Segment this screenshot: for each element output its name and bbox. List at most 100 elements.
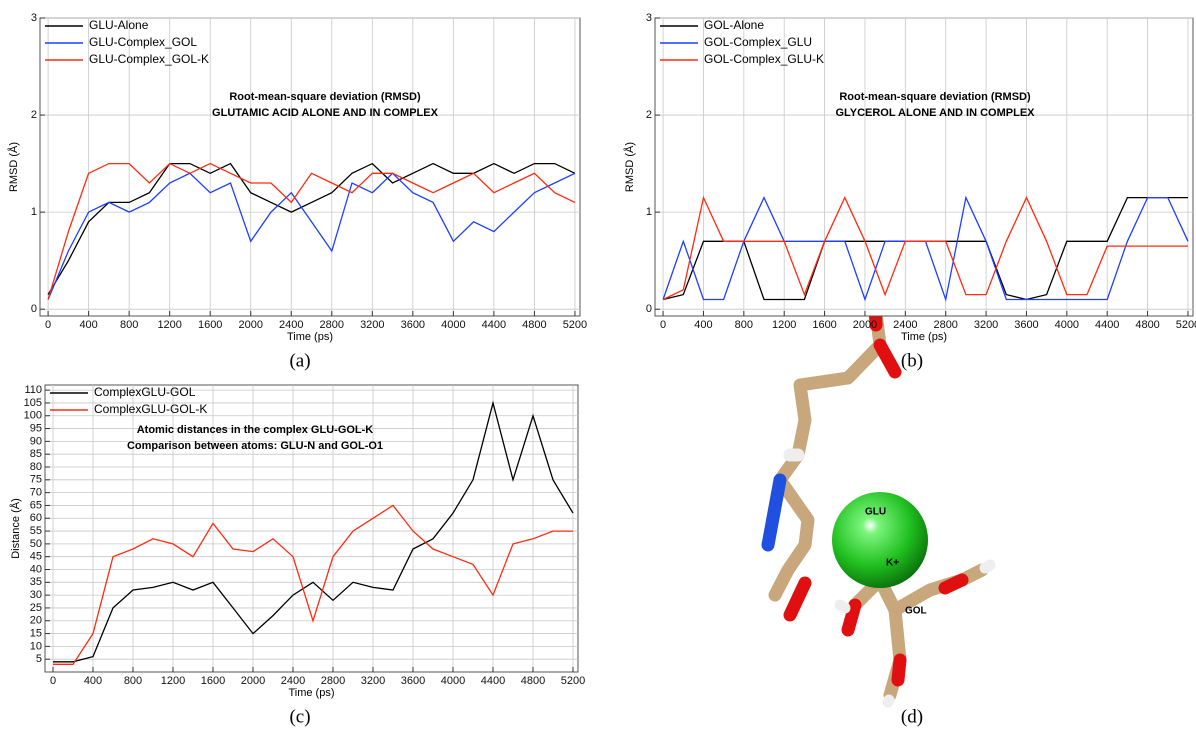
x-tick-label: 3600 bbox=[1014, 319, 1038, 331]
y-tick-label: 95 bbox=[30, 422, 42, 434]
chart-subtitle: GLYCEROL ALONE AND IN COMPLEX bbox=[835, 107, 1035, 119]
y-axis-label: RMSD (Å) bbox=[7, 142, 20, 192]
y-tick-label: 75 bbox=[30, 474, 42, 486]
y-tick-label: 50 bbox=[30, 538, 42, 550]
figure: GLU K+ GOL (d) 0123040080012001600200024… bbox=[0, 0, 1196, 731]
chart-subtitle: Comparison between atoms: GLU-N and GOL-… bbox=[127, 440, 383, 452]
atom-label: GLU bbox=[865, 507, 886, 518]
y-tick-label: 0 bbox=[646, 303, 652, 315]
panel-label: (c) bbox=[289, 706, 310, 727]
y-tick-label: 3 bbox=[646, 12, 652, 24]
x-tick-label: 5200 bbox=[1176, 319, 1196, 331]
x-tick-label: 3200 bbox=[361, 675, 385, 687]
y-tick-label: 1 bbox=[31, 206, 37, 218]
x-tick-label: 400 bbox=[79, 319, 97, 331]
x-tick-label: 1200 bbox=[161, 675, 185, 687]
x-tick-label: 2000 bbox=[853, 319, 877, 331]
x-tick-label: 3600 bbox=[401, 319, 425, 331]
atom-label: K+ bbox=[886, 558, 899, 569]
y-tick-label: 80 bbox=[30, 461, 42, 473]
x-tick-label: 800 bbox=[124, 675, 142, 687]
x-tick-label: 5200 bbox=[561, 675, 585, 687]
panel-label: (a) bbox=[289, 350, 310, 371]
x-tick-label: 4400 bbox=[1095, 319, 1119, 331]
legend-label: GOL-Complex_GLU bbox=[704, 35, 812, 49]
y-tick-label: 0 bbox=[31, 303, 37, 315]
chart-subtitle: GLUTAMIC ACID ALONE AND IN COMPLEX bbox=[212, 107, 439, 119]
y-tick-label: 10 bbox=[30, 640, 42, 652]
x-tick-label: 800 bbox=[120, 319, 138, 331]
x-tick-label: 3200 bbox=[974, 319, 998, 331]
x-tick-label: 2800 bbox=[320, 319, 344, 331]
legend-label: GOL-Alone bbox=[704, 18, 764, 32]
y-tick-label: 90 bbox=[30, 435, 42, 447]
x-tick-label: 0 bbox=[50, 675, 56, 687]
x-axis-label: Time (ps) bbox=[288, 687, 334, 699]
y-tick-label: 30 bbox=[30, 589, 42, 601]
y-tick-label: 60 bbox=[30, 512, 42, 524]
x-tick-label: 1600 bbox=[812, 319, 836, 331]
y-tick-label: 20 bbox=[30, 615, 42, 627]
y-tick-label: 40 bbox=[30, 563, 42, 575]
legend-label: ComplexGLU-GOL-K bbox=[94, 402, 207, 416]
y-tick-label: 15 bbox=[30, 627, 42, 639]
legend-label: ComplexGLU-GOL bbox=[94, 385, 196, 399]
legend-label: GLU-Alone bbox=[89, 18, 149, 32]
x-tick-label: 1200 bbox=[157, 319, 181, 331]
y-tick-label: 55 bbox=[30, 525, 42, 537]
x-axis-label: Time (ps) bbox=[901, 331, 947, 343]
y-tick-label: 65 bbox=[30, 499, 42, 511]
y-tick-label: 25 bbox=[30, 602, 42, 614]
x-tick-label: 4000 bbox=[1055, 319, 1079, 331]
atom-label: GOL bbox=[905, 606, 927, 617]
y-tick-label: 35 bbox=[30, 576, 42, 588]
y-tick-label: 100 bbox=[24, 410, 42, 422]
x-tick-label: 2800 bbox=[321, 675, 345, 687]
legend-label: GLU-Complex_GOL bbox=[89, 35, 197, 49]
x-tick-label: 3200 bbox=[360, 319, 384, 331]
x-tick-label: 4400 bbox=[482, 319, 506, 331]
y-axis-label: Distance (Å) bbox=[9, 498, 22, 559]
x-tick-label: 1600 bbox=[198, 319, 222, 331]
x-tick-label: 4000 bbox=[441, 319, 465, 331]
x-tick-label: 4400 bbox=[481, 675, 505, 687]
chart-title: Atomic distances in the complex GLU-GOL-… bbox=[137, 424, 374, 436]
x-tick-label: 2000 bbox=[241, 675, 265, 687]
y-tick-label: 3 bbox=[31, 12, 37, 24]
x-tick-label: 2400 bbox=[279, 319, 303, 331]
molecule: GLU K+ GOL bbox=[768, 305, 990, 702]
y-tick-label: 85 bbox=[30, 448, 42, 460]
legend-label: GLU-Complex_GOL-K bbox=[89, 52, 209, 66]
x-tick-label: 3600 bbox=[401, 675, 425, 687]
x-tick-label: 0 bbox=[660, 319, 666, 331]
x-tick-label: 0 bbox=[45, 319, 51, 331]
x-tick-label: 1200 bbox=[772, 319, 796, 331]
legend-label: GOL-Complex_GLU-K bbox=[704, 52, 824, 66]
x-axis-label: Time (ps) bbox=[287, 331, 333, 343]
x-tick-label: 2400 bbox=[893, 319, 917, 331]
x-tick-label: 400 bbox=[694, 319, 712, 331]
x-tick-label: 4000 bbox=[441, 675, 465, 687]
y-tick-label: 105 bbox=[24, 397, 42, 409]
y-tick-label: 45 bbox=[30, 551, 42, 563]
x-tick-label: 5200 bbox=[563, 319, 587, 331]
y-axis-label: RMSD (Å) bbox=[623, 142, 636, 192]
y-tick-label: 5 bbox=[36, 653, 42, 665]
x-tick-label: 4800 bbox=[522, 319, 546, 331]
chart-title: Root-mean-square deviation (RMSD) bbox=[839, 91, 1031, 103]
y-tick-label: 70 bbox=[30, 487, 42, 499]
x-tick-label: 1600 bbox=[201, 675, 225, 687]
y-tick-label: 110 bbox=[24, 384, 42, 396]
panel-label: (d) bbox=[901, 706, 923, 727]
y-tick-label: 2 bbox=[31, 109, 37, 121]
x-tick-label: 400 bbox=[84, 675, 102, 687]
x-tick-label: 800 bbox=[735, 319, 753, 331]
chart-title: Root-mean-square deviation (RMSD) bbox=[229, 91, 421, 103]
y-tick-label: 1 bbox=[646, 206, 652, 218]
panel-label: (b) bbox=[901, 350, 923, 371]
x-tick-label: 2800 bbox=[933, 319, 957, 331]
y-tick-label: 2 bbox=[646, 109, 652, 121]
x-tick-label: 4800 bbox=[521, 675, 545, 687]
x-tick-label: 4800 bbox=[1135, 319, 1159, 331]
x-tick-label: 2400 bbox=[281, 675, 305, 687]
